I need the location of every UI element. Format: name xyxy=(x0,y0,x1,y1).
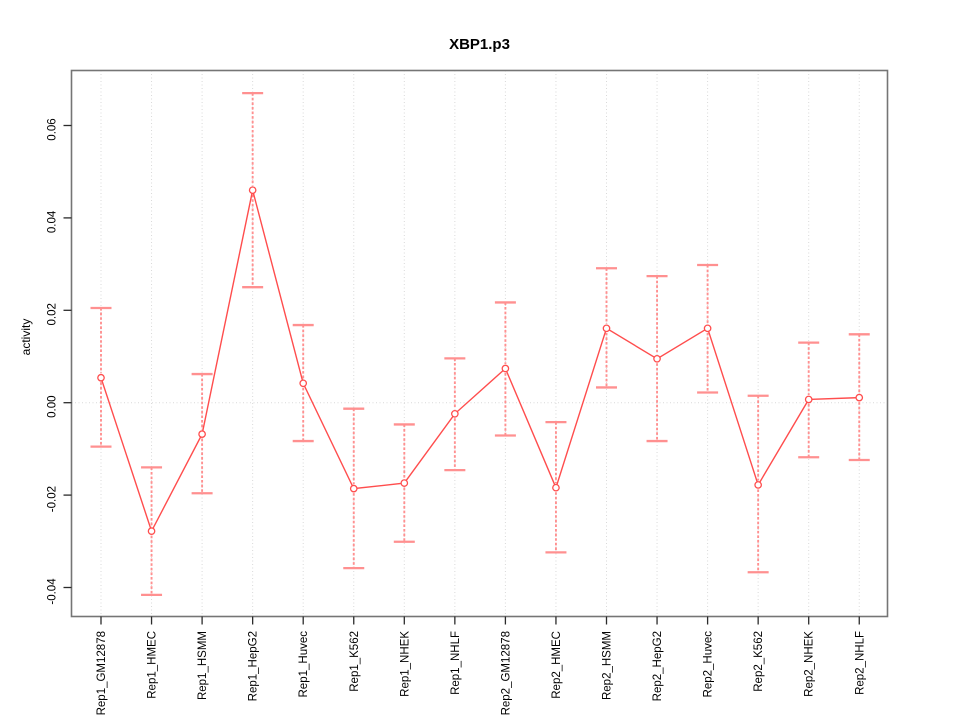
series-line xyxy=(100,190,860,533)
error-bar xyxy=(292,323,314,443)
x-tick-label: Rep1_HSMM xyxy=(197,631,209,700)
data-point xyxy=(501,364,510,373)
error-bar xyxy=(747,394,769,574)
data-point xyxy=(349,484,358,493)
axis-layer: 0.06 0.04 0.02 0.00 -0.02 -0.04 Rep1_GM12878 Re… xyxy=(47,118,867,715)
data-point xyxy=(299,379,308,388)
y-tick-label: -0.04 xyxy=(47,578,59,605)
data-point xyxy=(147,527,156,535)
error-bar xyxy=(141,466,163,597)
x-tick-label: Rep2_NHEK xyxy=(804,631,816,697)
x-tick-label: Rep1_NHEK xyxy=(399,631,411,697)
y-axis-label: activity xyxy=(19,319,33,356)
y-tick-label: 0.02 xyxy=(47,303,59,325)
y-tick-label: -0.02 xyxy=(47,486,59,512)
x-tick-label: Rep2_HSMM xyxy=(602,631,614,700)
data-point xyxy=(653,354,661,363)
chart-title: XBP1.p3 xyxy=(449,36,510,53)
data-layer xyxy=(90,92,870,597)
x-tick-label: Rep1_HepG2 xyxy=(248,631,260,701)
data-point xyxy=(450,409,459,418)
data-point xyxy=(552,483,560,492)
y-tick-label: 0.00 xyxy=(47,396,59,418)
data-point xyxy=(855,393,864,402)
y-tick-label: 0.04 xyxy=(47,210,59,233)
error-bar xyxy=(444,357,466,472)
plot-border xyxy=(70,69,889,618)
data-point xyxy=(602,324,611,333)
error-bar xyxy=(798,341,820,459)
data-point xyxy=(198,430,206,438)
error-bar xyxy=(494,301,516,437)
error-bar xyxy=(848,333,870,462)
x-tick-label: Rep2_NHLF xyxy=(854,631,866,695)
x-tick-label: Rep1_NHLF xyxy=(450,631,462,695)
x-tick-label: Rep1_K562 xyxy=(349,631,361,692)
x-tick-label: Rep2_K562 xyxy=(753,631,765,692)
error-bar xyxy=(191,372,213,495)
grid-layer xyxy=(71,70,888,617)
error-bar xyxy=(242,92,264,289)
error-bar xyxy=(393,423,415,543)
data-point xyxy=(400,479,409,487)
x-tick-label: Rep2_Huvec xyxy=(703,631,715,698)
x-tick-label: Rep2_HepG2 xyxy=(652,631,664,701)
x-tick-label: Rep2_GM12878 xyxy=(500,631,512,715)
x-tick-label: Rep1_GM12878 xyxy=(96,631,108,715)
error-bar xyxy=(90,306,112,448)
error-bar xyxy=(596,267,617,389)
error-bar xyxy=(545,420,567,554)
y-tick-label: 0.06 xyxy=(47,118,59,140)
error-bar xyxy=(646,274,668,443)
data-point xyxy=(248,186,257,195)
x-tick-label: Rep1_Huvec xyxy=(298,631,310,698)
data-point xyxy=(804,395,813,404)
data-point xyxy=(97,373,105,382)
data-point xyxy=(703,324,712,333)
error-bar xyxy=(697,263,719,394)
error-bar xyxy=(343,407,365,570)
data-point xyxy=(754,481,763,489)
x-tick-label: Rep1_HMEC xyxy=(147,631,159,699)
x-tick-label: Rep2_HMEC xyxy=(551,631,563,699)
